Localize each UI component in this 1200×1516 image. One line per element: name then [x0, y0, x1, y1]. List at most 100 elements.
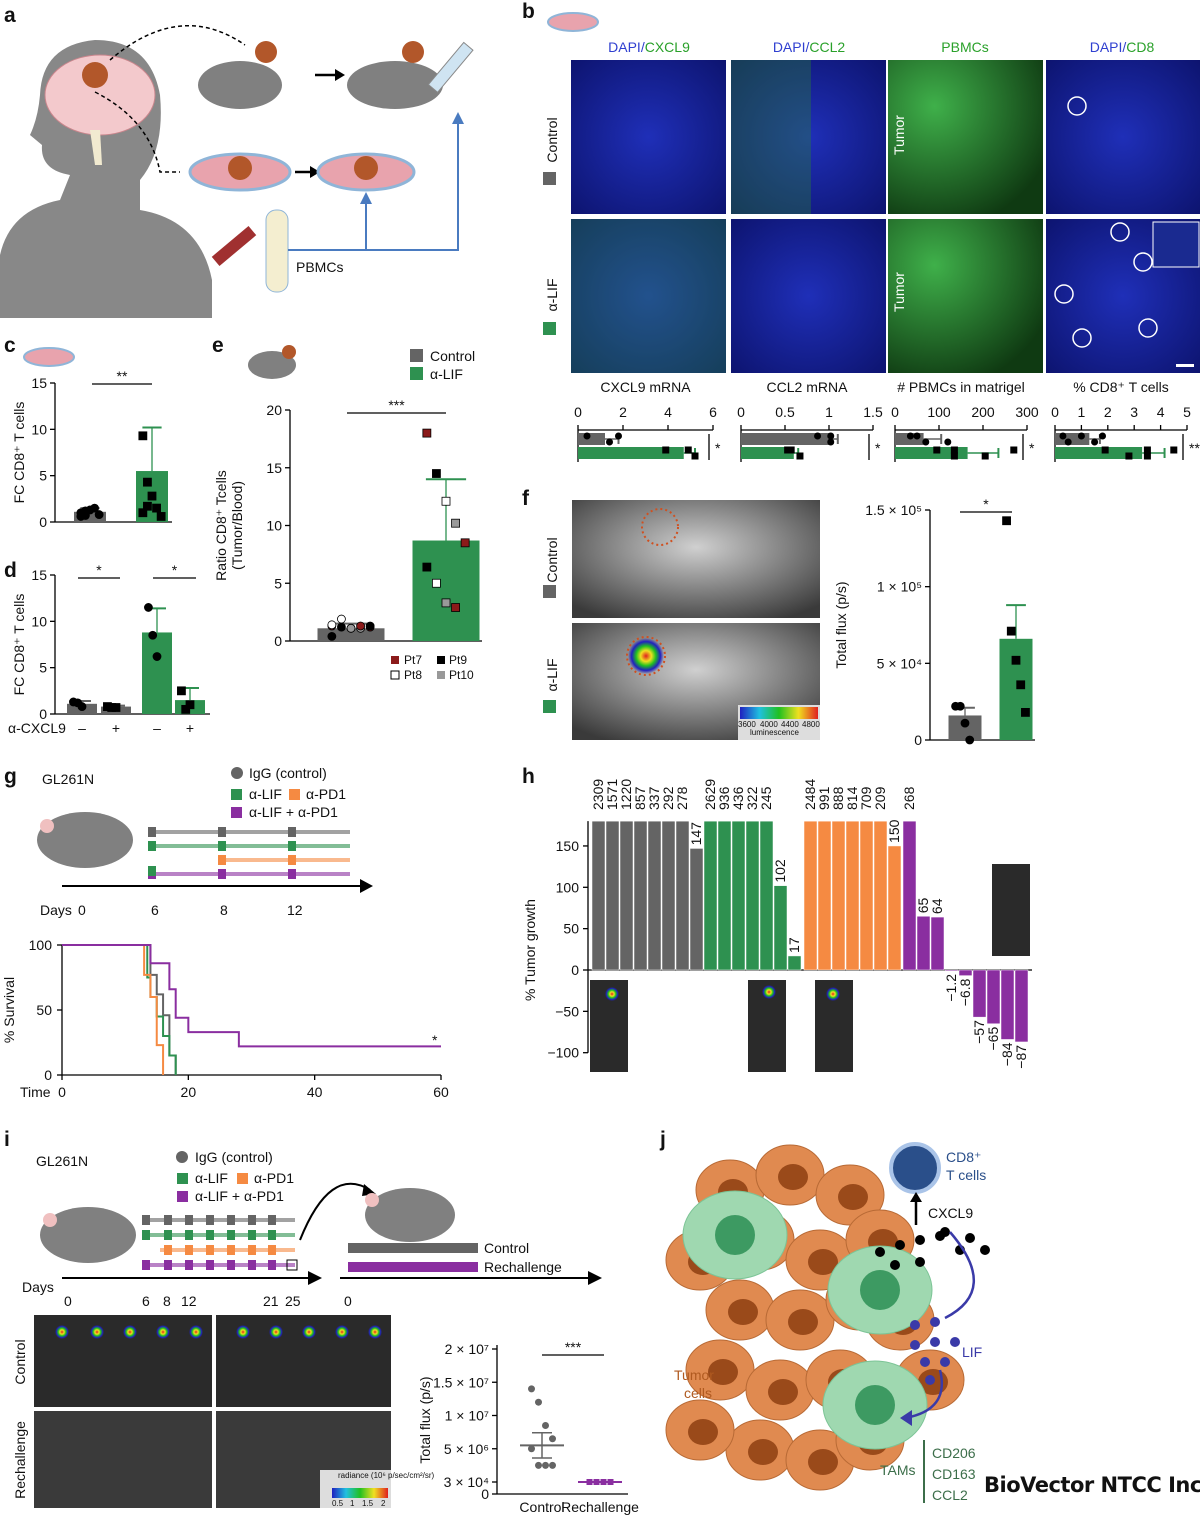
waterfall-bar [689, 848, 704, 971]
luminescence-signal [368, 1325, 382, 1339]
data-point [77, 702, 87, 711]
bar-value-label: 64 [929, 898, 945, 914]
dose-marker [206, 1215, 214, 1225]
lif-dot [950, 1337, 960, 1347]
tam-nucleus [855, 1385, 895, 1425]
luminescence-signal [335, 1325, 349, 1339]
significance-label: * [875, 440, 881, 456]
bar-value-label: 709 [858, 786, 874, 810]
data-point [1002, 516, 1011, 526]
mouse-icon [198, 61, 282, 109]
panel-e-chart: 0 5 10 15 20 Ratio CD8⁺ Tcells (Tumor/Blood) **… [213, 397, 482, 649]
cxcl9-dot [875, 1247, 885, 1257]
cxcl9-dot [895, 1240, 905, 1250]
y-tick-label: 15 [31, 375, 47, 391]
svg-text:0: 0 [64, 1293, 72, 1309]
data-point [606, 438, 613, 446]
tam-nucleus [860, 1270, 900, 1310]
data-point [933, 446, 941, 454]
dose-marker [288, 827, 296, 837]
y-tick-label: 0 [39, 514, 47, 530]
data-point [796, 452, 804, 460]
data-point [784, 446, 792, 454]
dose-marker [142, 1215, 150, 1225]
treatment-lane [152, 844, 350, 848]
data-point [950, 452, 958, 460]
x-tick-label: 1.5 [863, 404, 883, 420]
dose-marker [248, 1230, 256, 1240]
dose-marker [227, 1230, 235, 1240]
pbmc-tube-icon [265, 209, 289, 293]
data-point [950, 446, 958, 454]
y-tick-label: 1 × 10⁷ [445, 1408, 489, 1424]
data-point [138, 431, 148, 441]
dose-marker [218, 827, 226, 837]
y-tick-label: 1 × 10⁵ [877, 579, 922, 595]
dose-marker [227, 1245, 235, 1255]
waterfall-bar [902, 820, 917, 971]
waterfall-bar [859, 820, 874, 971]
svg-text:8: 8 [220, 902, 228, 918]
petri-dish-icon [23, 347, 75, 367]
tumor-nucleus [728, 1299, 758, 1325]
legend-pt7: Pt7 [404, 653, 422, 667]
significance-label: *** [565, 1339, 582, 1355]
micrograph-lif-cxcl9 [571, 219, 726, 373]
dose-marker [206, 1245, 214, 1255]
svg-text:0.5: 0.5 [332, 1499, 344, 1508]
bar-value-label: −1.2 [943, 974, 959, 1002]
data-point [185, 700, 195, 710]
panel-j-diagram: CD8⁺ T cells CXCL9 LIF Tumor cells TAMs … [665, 1142, 990, 1503]
data-point [152, 652, 162, 661]
data-point [1011, 655, 1021, 665]
svg-text:CD163: CD163 [932, 1466, 976, 1482]
legend-lif: α-LIF [430, 366, 463, 382]
data-point [1021, 708, 1030, 717]
waterfall-bar [773, 885, 788, 971]
lif-dot [930, 1317, 940, 1327]
syringe-icon [427, 41, 474, 94]
svg-text:1.5: 1.5 [362, 1499, 374, 1508]
x-tick-label: 0 [1051, 404, 1059, 420]
data-point [549, 1435, 556, 1443]
data-point [1064, 438, 1072, 446]
dose-marker [268, 1230, 276, 1240]
bar-value-label: 1571 [604, 779, 620, 810]
waterfall-bar [661, 820, 676, 971]
lif-dot [940, 1357, 950, 1367]
dose-marker [142, 1230, 150, 1240]
row-label-control: Control [12, 1339, 28, 1384]
bar-value-label: 2629 [702, 779, 718, 810]
data-point [549, 1461, 556, 1469]
data-point [960, 718, 970, 728]
data-point [1125, 452, 1133, 460]
bar-value-label: 857 [632, 786, 648, 810]
panel-f-chart: 0 5 × 10⁴ 1 × 10⁵ 1.5 × 10⁵ Total flux (p/s)… [833, 496, 1035, 748]
x-tick-label: + [186, 720, 194, 736]
legend-pd1: α-PD1 [254, 1170, 294, 1186]
legend-igg: IgG (control) [249, 765, 327, 781]
x-tick-label: + [112, 720, 120, 736]
data-point [138, 508, 148, 518]
significance-label: *** [388, 397, 405, 413]
panel-b-images: DAPI/CXCL9 DAPI/CCL2 PBMCs DAPI/CD8 Cont… [543, 12, 1200, 373]
dose-marker [288, 855, 296, 865]
panel-g-schema: GL261N IgG (control) α-LIF α-PD1 α-LIF +… [37, 765, 373, 918]
x-tick-label: 20 [181, 1084, 197, 1100]
svg-text:6: 6 [142, 1293, 150, 1309]
panel-h-mouse-photos [590, 864, 1030, 1072]
waterfall-bar [605, 820, 620, 971]
bar-value-label: 991 [816, 786, 832, 810]
tumor-nucleus [768, 1379, 798, 1405]
svg-text:CCL2: CCL2 [932, 1487, 968, 1503]
waterfall-bar [703, 820, 718, 971]
waterfall-bar [873, 820, 888, 971]
cxcl9-dot [940, 1227, 950, 1237]
data-point [827, 438, 835, 446]
column-header: DAPI/CXCL9 [608, 39, 690, 55]
y-tick-label: 1.5 × 10⁷ [433, 1374, 489, 1390]
cxcl9-dot [890, 1260, 900, 1270]
